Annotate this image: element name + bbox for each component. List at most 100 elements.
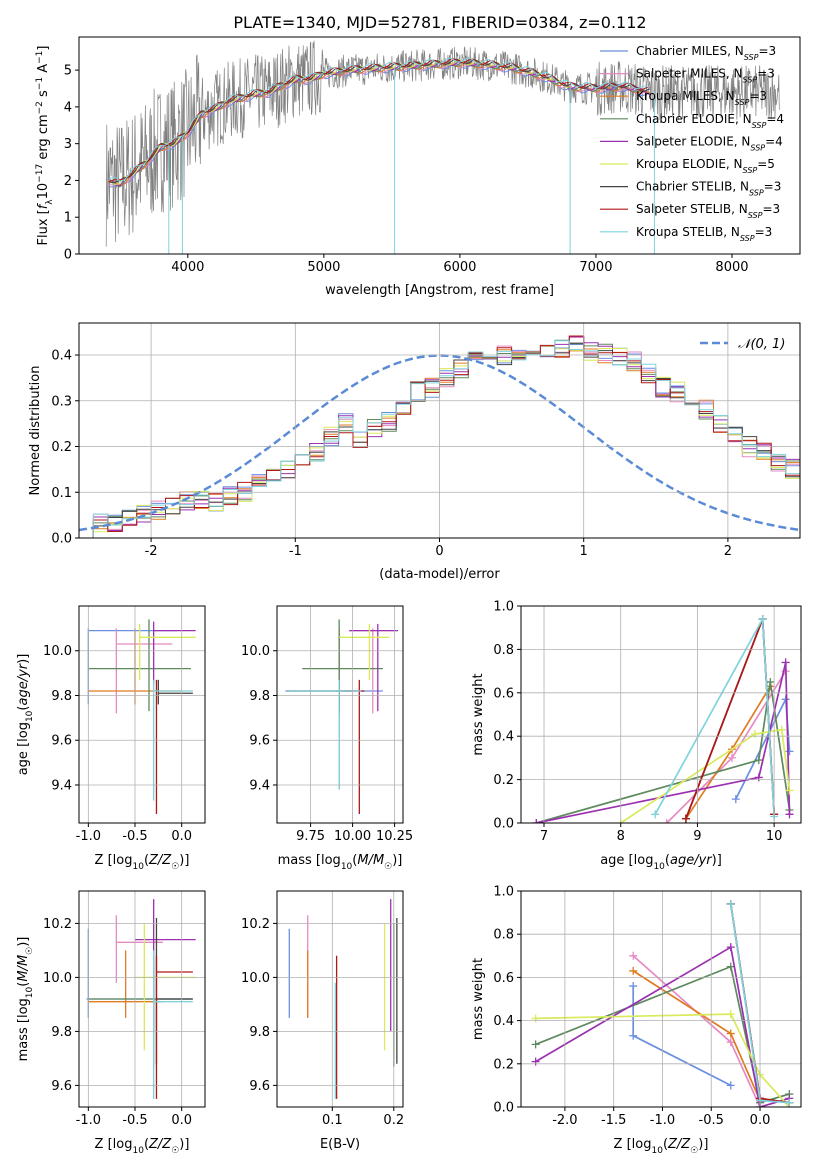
x-tick-label: 0.0 [171,1113,192,1128]
label-part: Z/Z [148,853,172,868]
plot-area [79,335,800,538]
x-tick-label: -1.0 [650,1113,675,1128]
plot-area [532,615,794,823]
plot-area [105,40,780,254]
x-tick-label: 0.2 [383,1113,404,1128]
y-tick-label: 0.8 [493,928,514,943]
weight-marker [754,773,763,782]
legend-label: Kroupa STELIB, NSSP=3 [636,225,772,243]
x-axis-label: mass [log10(M/M☉)] [278,853,403,872]
weight-marker [531,1057,540,1066]
weight-marker [726,1010,735,1019]
chart-weight_vs_Z: -2.0 -1.5 -1.0 -0.5 0.0 0.0 0.2 0.4 0.6 0.8 1.0 Z [… [471,885,802,1156]
x-axis-label: wavelength [Angstrom, rest frame] [325,283,554,298]
legend-text: Chabrier STELIB, N [636,180,749,194]
chart-spectrum: 4000 5000 6000 7000 8000 0 1 2 3 4 5 wavelength [An… [35,36,801,298]
label-part: )] [712,853,722,868]
x-tick-label: 2 [724,544,732,559]
legend-sub: SSP [744,53,759,62]
y-tick-label: 1 [64,211,72,226]
label-part: ( [144,853,149,868]
y-tick-label: 9.8 [51,689,72,704]
legend-tail: =3 [758,44,776,58]
label-part: −1 [35,51,45,64]
label-part: M/M [357,853,384,868]
label-part: 10 [132,862,144,872]
weight-marker [750,730,759,739]
label-part: −2 [35,101,45,114]
weight-marker [531,1014,540,1023]
axes-frame [78,36,801,255]
legend-tail: =3 [762,202,780,216]
model-kroupa-stelib [108,57,651,182]
chart-mass_vs_ebv: 0.1 0.2 9.6 9.8 10.0 10.2 E(B-V) [241,890,404,1152]
hist-kroupa-elodie [79,345,800,538]
x-tick-label: 9 [693,829,701,844]
y-tick-label: 5 [64,64,72,79]
y-tick-label: 9.6 [51,1079,72,1094]
y-tick-label: 10.0 [43,644,72,659]
label-part: mass [log [16,998,31,1061]
x-axis-label: Z [log10(Z/Z☉)] [95,1137,190,1156]
legend-text: Chabrier MILES, N [636,44,744,58]
legend-label: Chabrier MILES, NSSP=3 [636,44,776,62]
legend-text: Salpeter STELIB, N [636,202,748,216]
chart-mass_vs_Z: -1.0 -0.5 0.09.69.810.010.2Z [log10(Z/Z☉)]… [16,890,206,1156]
label-part: 10 [36,183,51,200]
label-part: Z [log [614,1137,652,1152]
weight-marker [785,810,794,819]
label-part: age/yr [670,853,713,868]
x-axis-label: E(B-V) [320,1137,360,1152]
x-tick-label: -2.0 [552,1113,577,1128]
legend-label: 𝒩(0, 1) [738,337,785,352]
label-part: )] [179,1137,189,1152]
y-tick-label: 10.2 [241,917,270,932]
label-part: ( [16,706,31,711]
x-tick-label: 10.00 [334,829,371,844]
label-part: s [36,90,51,101]
y-axis-label: mass weight [471,958,486,1040]
legend-label: Chabrier STELIB, NSSP=3 [636,180,781,198]
axes-frame [520,605,802,824]
y-axis-label: mass [log10(M/M☉)] [16,937,35,1062]
legend-text: Kroupa ELODIE, N [636,157,743,171]
weight-marker [726,899,735,908]
y-tick-label: 10.0 [241,971,270,986]
weight-marker [731,795,740,804]
legend-sub: SSP [752,120,767,129]
y-axis-label: Flux [fλ10−17 erg cm−2 s−1 A−1] [35,46,55,246]
label-part: ☉ [25,947,35,955]
y-axis-label: age [log10(age/yr)] [16,654,35,776]
y-tick-label: 1.0 [493,600,514,615]
legend-sub: SSP [749,188,764,197]
weight-marker [629,982,638,991]
label-part: f [36,202,51,209]
label-part: age [log [600,853,653,868]
y-tick-label: 0.6 [493,686,514,701]
legend-text: Salpeter ELODIE, N [636,134,750,148]
y-axis-label: mass weight [471,673,486,755]
label-part: ] [36,46,51,51]
weight-marker [532,819,541,823]
y-tick-label: 9.4 [249,778,270,793]
label-part: )] [16,937,31,947]
weight-marker [785,786,794,795]
y-tick-label: 0.1 [51,486,72,501]
y-tick-label: 0.3 [51,394,72,409]
x-tick-label: 10.25 [376,829,413,844]
weight-marker [681,814,690,823]
label-part: ( [144,1137,149,1152]
x-tick-label: 10 [766,829,783,844]
x-axis-label: Z [log10(Z/Z☉)] [614,1137,709,1156]
weight-marker [781,658,790,667]
hist-salpeter-miles [79,336,800,538]
x-tick-label: 8 [617,829,625,844]
weight-line [535,945,790,1107]
legend-sub: SSP [743,166,758,175]
plot-area [531,899,794,1107]
y-tick-label: 3 [64,137,72,152]
weight-marker [726,1038,735,1047]
weight-line [632,955,761,1107]
x-axis-label: Z [log10(Z/Z☉)] [95,853,190,872]
